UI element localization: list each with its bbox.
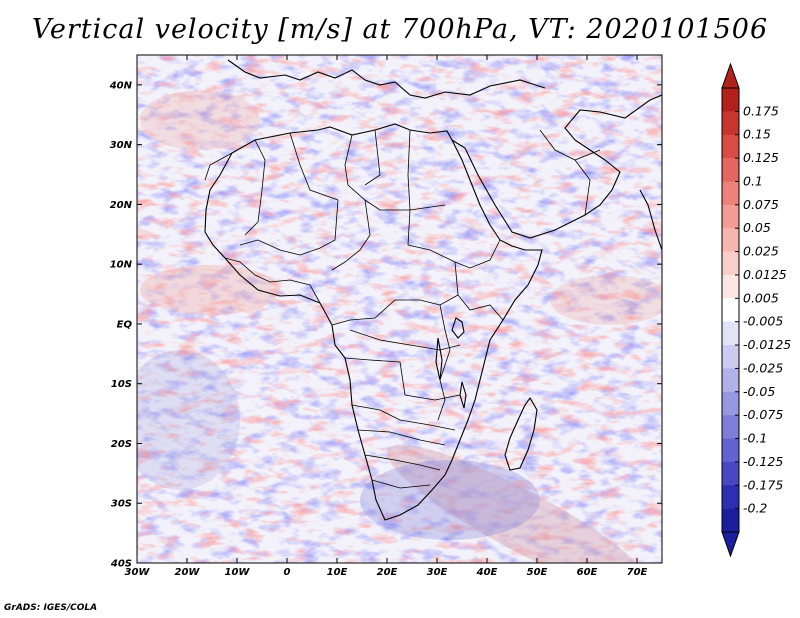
lon-label: 20E [377, 567, 398, 578]
lon-label: 60E [577, 567, 598, 578]
colorbar-swatch [722, 251, 739, 276]
colorbar-label: 0.175 [743, 103, 779, 118]
colorbar-swatch [722, 204, 739, 229]
colorbar-label: -0.005 [743, 314, 783, 329]
grads-credit: GrADS: IGES/COLA [4, 603, 98, 613]
field-band [140, 90, 260, 150]
colorbar-swatch [722, 134, 739, 159]
india-coast [639, 189, 662, 251]
lat-label: 30N [110, 140, 133, 151]
field-band [360, 460, 540, 540]
lon-label: 20W [175, 567, 201, 578]
colorbar-label: 0.125 [743, 150, 779, 165]
colorbar-swatch [722, 508, 739, 533]
lat-label: 20S [111, 439, 132, 450]
colorbar-swatch [722, 368, 739, 393]
colorbar-label: 0.15 [743, 127, 771, 142]
lon-label: 30W [125, 567, 151, 578]
africa-coastline [204, 123, 543, 521]
colorbar-swatch [722, 461, 739, 486]
colorbar-label: -0.075 [743, 407, 783, 422]
lon-label: 0 [284, 567, 291, 578]
lon-label: 30E [427, 567, 448, 578]
colorbar-label: -0.0125 [743, 337, 791, 352]
colorbar-label: 0.075 [743, 197, 779, 212]
colorbar-swatch [722, 321, 739, 346]
colorbar-swatch [722, 111, 739, 136]
lon-label: 70E [627, 567, 648, 578]
colorbar-label: -0.125 [743, 454, 783, 469]
colorbar-swatch [722, 298, 739, 322]
colorbar-label: -0.025 [743, 360, 783, 375]
colorbar-label: 0.005 [743, 290, 779, 305]
lat-label: 40S [110, 559, 132, 570]
lat-label: 10S [111, 379, 132, 390]
lakes [435, 317, 467, 409]
lon-label: 50E [527, 567, 548, 578]
colorbar-frame [721, 87, 740, 533]
colorbar-swatch [722, 88, 739, 112]
lat-label: 30S [111, 499, 132, 510]
colorbar-label: -0.175 [743, 477, 783, 492]
country-borders [204, 129, 601, 489]
lat-label: 20N [110, 200, 133, 211]
colorbar-top-arrow [721, 62, 740, 89]
colorbar-swatch [722, 274, 739, 299]
lat-label: 40N [109, 80, 133, 91]
colorbar: 0.175 0.15 0.125 0.1 0.075 0.05 0.025 0.0125 0.0… [721, 62, 791, 558]
lon-label: 10E [327, 567, 348, 578]
field-band [550, 275, 662, 325]
colorbar-label: 0.0125 [743, 267, 787, 282]
colorbar-swatch [722, 438, 739, 463]
europe-coast [227, 59, 546, 99]
lon-label: 40E [476, 567, 498, 578]
field-band [140, 265, 280, 315]
colorbar-label: -0.2 [743, 501, 767, 516]
colorbar-label: 0.025 [743, 244, 779, 259]
plot-title: Vertical velocity [m/s] at 700hPa, VT: 2… [31, 14, 769, 45]
colorbar-swatch [722, 345, 739, 369]
map-panel [137, 55, 662, 563]
colorbar-label: 0.05 [743, 220, 771, 235]
field-band [386, 444, 654, 563]
colorbar-swatch [722, 228, 739, 252]
colorbar-swatch [722, 158, 739, 182]
colorbar-bottom-arrow [721, 531, 740, 558]
lat-label: EQ [117, 319, 133, 330]
madagascar [504, 396, 538, 471]
field-band [137, 350, 240, 490]
colorbar-swatch [722, 391, 739, 416]
colorbar-swatch [722, 485, 739, 509]
colorbar-label: 0.1 [743, 173, 763, 188]
colorbar-swatch [722, 181, 739, 206]
arabia-coast [451, 94, 662, 239]
map-frame [136, 54, 663, 564]
lat-label: 10N [110, 260, 133, 271]
colorbar-label: -0.05 [743, 384, 775, 399]
colorbar-swatch [722, 415, 739, 439]
lon-label: 10W [225, 567, 251, 578]
colorbar-label: -0.1 [743, 431, 767, 446]
